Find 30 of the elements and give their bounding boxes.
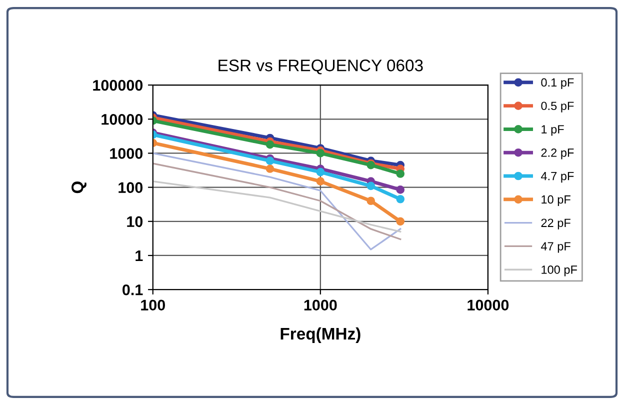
y-axis-title: Q: [72, 182, 86, 194]
point: [366, 182, 376, 190]
y-tick-label: 0.1: [122, 284, 143, 296]
y-tick-label: 10000: [102, 114, 143, 125]
legend-label: 0.5 pF: [541, 102, 574, 112]
point: [316, 168, 325, 176]
y-tick-label: 10: [127, 216, 143, 228]
legend-label: 2.2 pF: [541, 148, 574, 160]
y-tick-label: 1: [136, 250, 143, 262]
legend-label: 0.1 pF: [541, 78, 574, 89]
legend-label: 1 pF: [542, 125, 564, 136]
legend-label: 4.7 pF: [540, 172, 574, 183]
legend-label: 22 pF: [541, 218, 570, 230]
y-tick-label: 100: [118, 182, 143, 193]
legend-label: 100 pF: [542, 266, 577, 276]
legend-label: 47 pF: [540, 242, 570, 253]
chart-title: ESR vs FREQUENCY 0603: [218, 60, 423, 74]
point: [266, 140, 274, 149]
point: [366, 196, 376, 206]
point: [266, 164, 274, 173]
x-tick-label: 10000: [468, 300, 509, 311]
x-tick-label: 100: [141, 300, 165, 311]
point: [316, 177, 325, 186]
point: [266, 156, 274, 165]
legend-label: 10 pF: [542, 195, 570, 206]
y-tick-label: 100000: [93, 80, 143, 91]
x-axis-title: Freq(MHz): [280, 327, 360, 343]
point: [316, 149, 325, 158]
x-tick-label: 1000: [304, 300, 337, 311]
y-tick-label: 1000: [110, 148, 143, 159]
